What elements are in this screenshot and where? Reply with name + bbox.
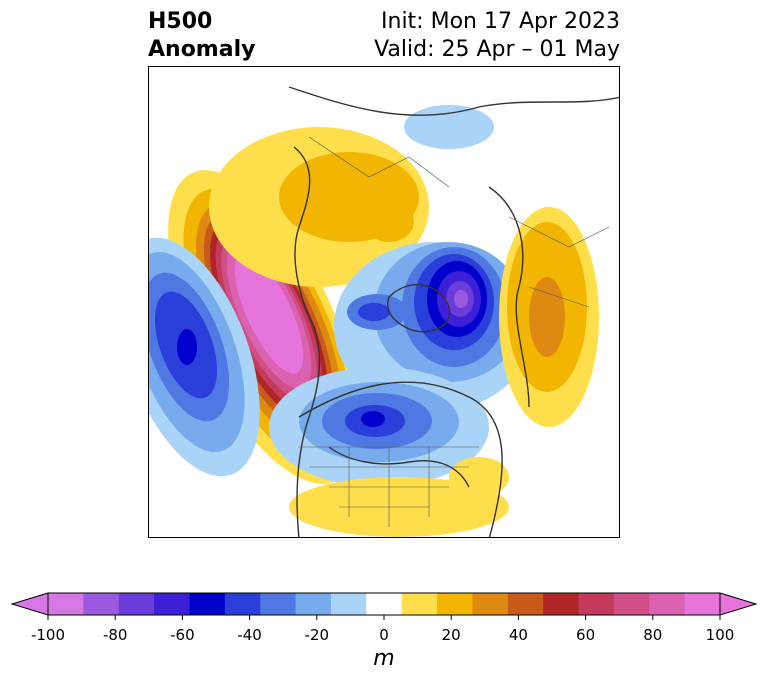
colorbar-tick-label: -80 (102, 626, 128, 644)
map-title: H500 Anomaly (148, 8, 255, 64)
title-line-2: Anomaly (148, 37, 256, 62)
colorbar-tick-label: 100 (705, 626, 735, 644)
colorbar-segment (260, 593, 297, 615)
colorbar-segment (613, 593, 650, 615)
colorbar-segment (472, 593, 509, 615)
colorbar-max-extend (719, 592, 758, 616)
ridge-russia (499, 207, 599, 427)
borders (299, 136, 610, 527)
colorbar-min-extend (10, 592, 49, 616)
title-line-1: H500 (148, 9, 213, 34)
valid-range: Valid: 25 Apr – 01 May (374, 37, 620, 62)
map-canvas (149, 86, 619, 537)
map-subtitle: Init: Mon 17 Apr 2023 Valid: 25 Apr – 01… (374, 8, 620, 64)
colorbar-segment (401, 593, 438, 615)
colorbar-segment (507, 593, 544, 615)
colorbar-tick-label: -20 (304, 626, 330, 644)
colorbar-tick-label: 0 (379, 626, 389, 644)
colorbar-segment (48, 593, 84, 615)
trough-scandinavia (404, 105, 494, 149)
colorbar-segment (578, 593, 615, 615)
colorbar-segment (224, 593, 261, 615)
colorbar-tick-label: -100 (30, 626, 66, 644)
ridge-alaska-siberia (209, 127, 429, 287)
colorbar-segment (366, 593, 403, 615)
colorbar-tick-label: -40 (237, 626, 262, 644)
colorbar-segment (330, 593, 367, 615)
anomaly-map (148, 66, 620, 538)
trough-central-canada (269, 367, 489, 487)
colorbar-unit: m (373, 646, 395, 671)
coastlines (288, 86, 619, 537)
colorbar-segment (684, 593, 721, 615)
colorbar-segment (437, 593, 473, 615)
colorbar-segment (649, 593, 686, 615)
colorbar-tick-label: -60 (170, 626, 195, 644)
colorbar-segment (543, 593, 580, 615)
colorbar-segment (154, 593, 190, 615)
trough-north-pacific (149, 237, 260, 477)
colorbar-tick-label: 80 (643, 626, 663, 644)
colorbar-segment (295, 593, 332, 615)
colorbar-tick-label: 60 (576, 626, 596, 644)
colorbar-segment (83, 593, 120, 615)
colorbar-tick-label: 40 (508, 626, 528, 644)
trough-arctic (334, 242, 534, 412)
init-date: Init: Mon 17 Apr 2023 (381, 9, 620, 34)
colorbar-segment (118, 593, 155, 615)
colorbar-tick-label: 20 (441, 626, 461, 644)
colorbar (10, 592, 758, 620)
colorbar-segment (189, 593, 226, 615)
